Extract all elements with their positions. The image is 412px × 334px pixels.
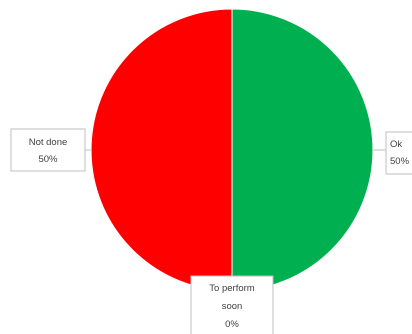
data-label-ok-name: Ok <box>390 139 402 150</box>
data-label-to-perform-soon-percent: 0% <box>225 319 239 330</box>
data-label-not-done-name: Not done <box>29 137 68 148</box>
pie-slice-not-done <box>90 8 233 292</box>
data-label-not-done-percent: 50% <box>38 154 58 165</box>
data-label-to-perform-soon: To perform soon 0% <box>190 275 274 334</box>
data-label-not-done: Not done 50% <box>10 128 86 172</box>
data-label-ok-percent: 50% <box>390 156 410 167</box>
pie-slices <box>90 8 374 292</box>
data-label-ok: Ok 50% <box>385 131 412 175</box>
data-label-to-perform-soon-line2: soon <box>222 301 243 312</box>
pie-slice-ok <box>231 8 374 292</box>
data-label-to-perform-soon-line1: To perform <box>209 283 254 294</box>
